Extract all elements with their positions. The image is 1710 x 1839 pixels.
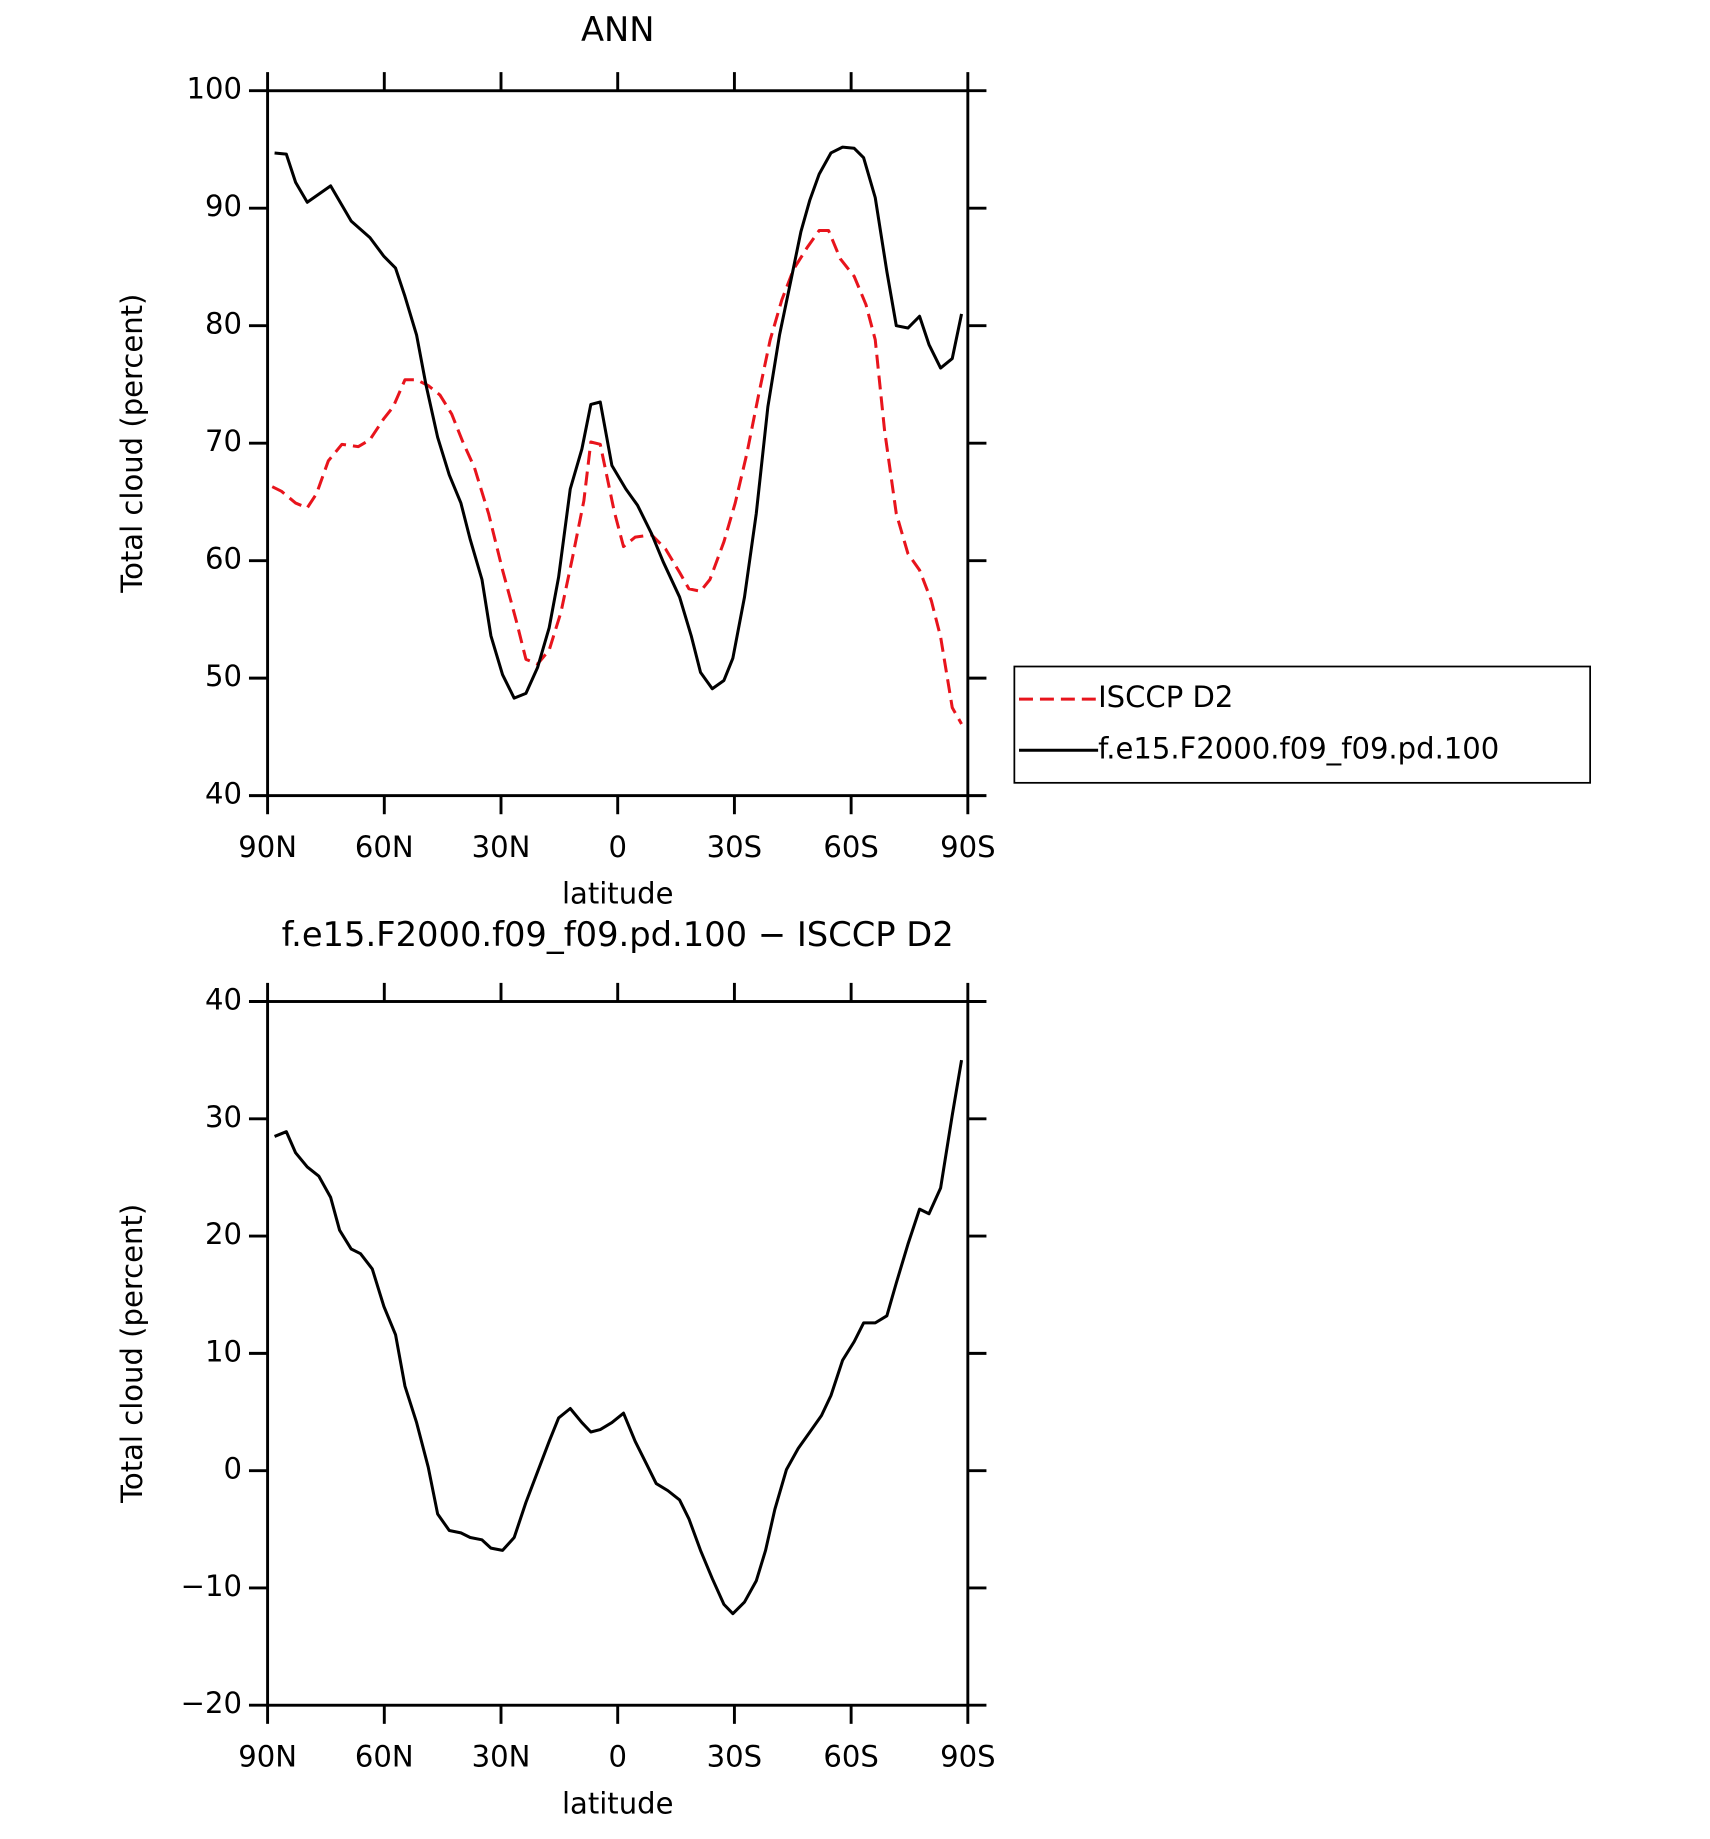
x-tick-label: 90N xyxy=(238,1740,297,1774)
y-tick-label: 60 xyxy=(205,542,242,576)
y-axis-label: Total cloud (percent) xyxy=(115,1204,149,1504)
y-tick-label: 50 xyxy=(205,659,242,693)
legend-label: ISCCP D2 xyxy=(1098,680,1233,714)
plot-frame xyxy=(266,89,970,798)
x-tick-label: 30S xyxy=(707,830,762,864)
y-tick-label: −20 xyxy=(181,1686,242,1720)
data-line xyxy=(274,145,964,700)
chart-title: f.e15.F2000.f09_f09.pd.100 − ISCCP D2 xyxy=(282,915,954,954)
x-tick-label: 60S xyxy=(823,1740,878,1774)
x-tick-label: 90S xyxy=(940,1740,995,1774)
x-tick-label: 60N xyxy=(355,1740,414,1774)
y-tick-label: 70 xyxy=(205,424,242,458)
y-tick-label: 20 xyxy=(205,1217,242,1251)
x-tick-label: 90S xyxy=(940,830,995,864)
x-tick-label: 60S xyxy=(823,830,878,864)
x-tick-label: 30N xyxy=(472,1740,531,1774)
y-tick-label: 40 xyxy=(205,777,242,811)
x-tick-label: 0 xyxy=(608,830,626,864)
y-tick-label: 100 xyxy=(187,72,242,106)
y-tick-label: 10 xyxy=(205,1334,242,1368)
chart-title: ANN xyxy=(581,10,655,49)
legend-label: f.e15.F2000.f09_f09.pd.100 xyxy=(1098,731,1499,765)
y-tick-label: −10 xyxy=(181,1569,242,1603)
x-tick-label: 30N xyxy=(472,830,531,864)
x-tick-label: 30S xyxy=(707,1740,762,1774)
y-tick-label: 0 xyxy=(224,1452,243,1486)
legend-box xyxy=(1013,665,1592,784)
y-tick-label: 90 xyxy=(205,189,242,223)
y-axis-label: Total cloud (percent) xyxy=(115,294,149,594)
data-line xyxy=(274,1059,964,1616)
x-axis-label: latitude xyxy=(562,877,674,911)
data-line xyxy=(271,229,963,725)
y-tick-label: 30 xyxy=(205,1100,242,1134)
y-tick-label: 80 xyxy=(205,307,242,341)
plot-frame xyxy=(266,1000,970,1707)
x-tick-label: 90N xyxy=(238,830,297,864)
x-axis-label: latitude xyxy=(562,1786,674,1820)
x-tick-label: 60N xyxy=(355,830,414,864)
y-tick-label: 40 xyxy=(205,983,242,1017)
x-tick-label: 0 xyxy=(608,1740,626,1774)
